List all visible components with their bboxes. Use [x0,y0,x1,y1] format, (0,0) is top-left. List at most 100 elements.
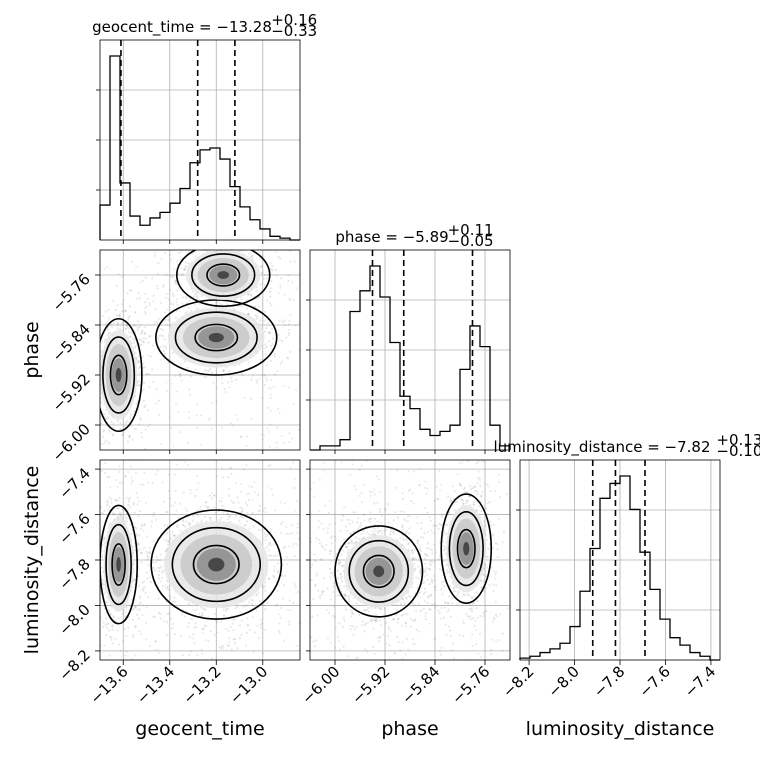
sample-point [247,498,251,501]
sample-point [144,312,147,315]
sample-point [189,650,192,653]
sample-point [194,368,197,371]
sample-point [259,618,262,621]
sample-point [142,341,145,344]
sample-point [402,510,405,513]
sample-point [184,296,187,299]
sample-point [94,539,96,541]
sample-point [471,633,474,636]
sample-point [91,385,93,387]
sample-point [200,520,203,523]
sample-point [378,640,381,643]
sample-point [95,456,97,458]
sample-point [269,397,272,400]
sample-point [176,289,179,292]
sample-point [92,563,94,565]
sample-point [148,580,151,583]
sample-point [287,274,290,277]
sample-point [401,524,404,527]
sample-point [188,603,191,606]
sample-point [151,368,154,371]
sample-point [225,366,228,369]
sample-point [106,501,109,504]
sample-point [208,417,211,420]
sample-point [124,421,127,425]
sample-point [335,627,337,630]
sample-point [141,279,144,282]
sample-point [490,566,493,569]
sample-point [117,273,120,276]
sample-point [150,520,154,523]
sample-point [430,580,434,583]
sample-point [141,614,144,616]
density-mode-0 [103,517,134,612]
sample-point [433,578,436,581]
sample-point [329,305,331,307]
sample-point [274,373,276,376]
sample-point [237,247,239,249]
sample-point [108,654,111,657]
sample-point [430,578,433,581]
sample-point [138,595,142,598]
sample-point [165,390,168,392]
sample-point [112,422,115,425]
sample-point [180,267,183,270]
sample-point [116,304,119,307]
sample-point [287,323,290,326]
sample-point [263,532,267,535]
sample-point [163,242,165,244]
sample-point [187,251,190,254]
sample-point [208,516,211,519]
sample-point [133,522,136,525]
sample-point [352,612,355,615]
sample-point [107,455,109,457]
sample-point [485,587,488,590]
sample-point [351,610,354,613]
sample-point [209,630,212,633]
sample-point [434,604,437,607]
sample-point [257,510,260,513]
sample-point [106,503,109,506]
sample-point [126,420,129,423]
sample-point [206,507,209,510]
sample-point [162,283,165,286]
sample-point [478,477,481,480]
sample-point [103,583,106,586]
sample-point [404,613,407,616]
sample-point [257,528,260,532]
sample-point [237,501,240,504]
sample-point [159,553,162,556]
sample-point [95,521,97,523]
sample-point [227,629,230,633]
sample-point [414,604,417,607]
sample-point [164,584,167,587]
sample-point [260,374,263,377]
sample-point [392,618,395,621]
sample-point [174,280,177,283]
sample-point [259,257,262,260]
sample-point [263,273,266,276]
panel-content [91,460,321,660]
sample-point [320,590,323,593]
sample-point [338,563,341,566]
sample-point [355,540,358,543]
sample-point [462,503,465,506]
sample-point [154,254,157,257]
sample-point [165,586,168,589]
sample-point [319,609,321,611]
sample-point [264,589,267,592]
sample-point [396,469,398,472]
sample-point [397,617,400,621]
sample-point [209,368,212,371]
sample-point [419,549,422,553]
sample-point [95,367,97,369]
sample-point [251,498,254,501]
sample-point [352,625,355,628]
sample-point [366,460,369,462]
sample-point [328,523,331,526]
sample-point [104,322,108,325]
sample-point [319,597,322,600]
sample-point [91,594,93,596]
sample-point [375,617,378,620]
sample-point [305,566,307,568]
